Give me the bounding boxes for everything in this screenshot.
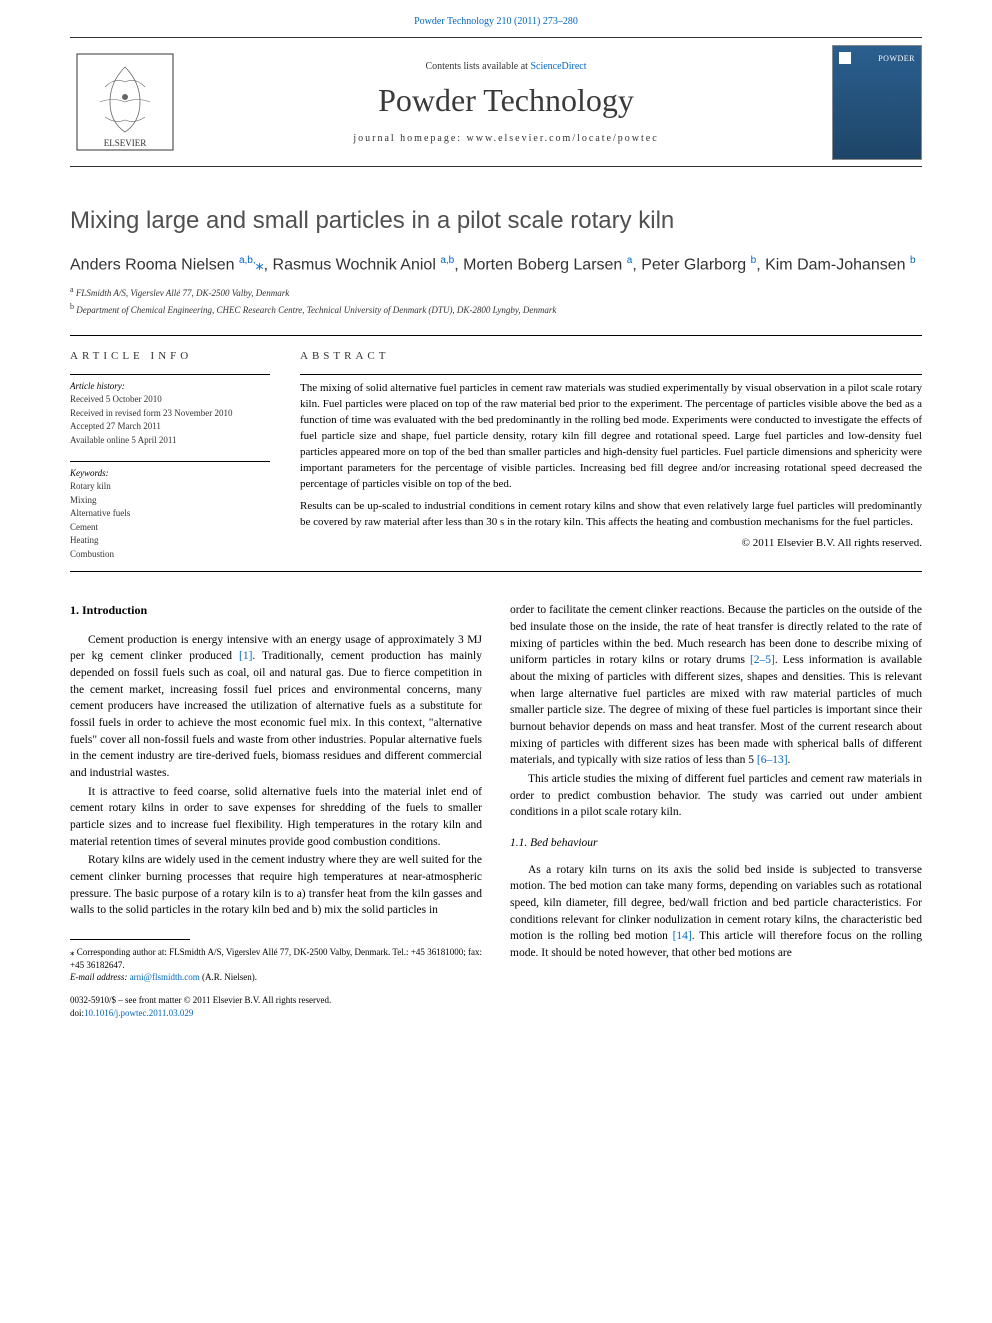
doi-label: doi: bbox=[70, 1008, 84, 1018]
article-info-column: ARTICLE INFO Article history: Received 5… bbox=[70, 350, 270, 561]
author-email-link[interactable]: arni@flsmidth.com bbox=[130, 972, 200, 982]
affiliation-b: b Department of Chemical Engineering, CH… bbox=[70, 302, 922, 315]
keyword-4: Cement bbox=[70, 521, 270, 535]
affiliation-a: a FLSmidth A/S, Vigerslev Allé 77, DK-25… bbox=[70, 285, 922, 298]
affiliations-block: a FLSmidth A/S, Vigerslev Allé 77, DK-25… bbox=[70, 285, 922, 315]
divider-after-abstract bbox=[70, 571, 922, 572]
doi-block: 0032-5910/$ – see front matter © 2011 El… bbox=[70, 994, 482, 1019]
authors-list: Anders Rooma Nielsen a,b,⁎, Rasmus Wochn… bbox=[70, 253, 922, 277]
abstract-heading: ABSTRACT bbox=[300, 350, 922, 362]
intro-para-2: It is attractive to feed coarse, solid a… bbox=[70, 784, 482, 851]
homepage-label: journal homepage: bbox=[353, 133, 466, 144]
section-1-heading: 1. Introduction bbox=[70, 602, 482, 619]
journal-banner: ELSEVIER Contents lists available at Sci… bbox=[70, 37, 922, 167]
keyword-2: Mixing bbox=[70, 494, 270, 508]
history-received: Received 5 October 2010 bbox=[70, 393, 270, 407]
history-revised: Received in revised form 23 November 201… bbox=[70, 407, 270, 421]
article-info-heading: ARTICLE INFO bbox=[70, 350, 270, 362]
subsection-1-1-heading: 1.1. Bed behaviour bbox=[510, 835, 922, 852]
keyword-5: Heating bbox=[70, 534, 270, 548]
keyword-6: Combustion bbox=[70, 548, 270, 562]
col2-para-2: This article studies the mixing of diffe… bbox=[510, 771, 922, 821]
svg-text:ELSEVIER: ELSEVIER bbox=[104, 138, 147, 148]
abstract-paragraph-1: The mixing of solid alternative fuel par… bbox=[300, 381, 922, 493]
col2-continuation-para: order to facilitate the cement clinker r… bbox=[510, 602, 922, 769]
keyword-3: Alternative fuels bbox=[70, 507, 270, 521]
footnote-separator bbox=[70, 939, 190, 940]
abstract-column: ABSTRACT The mixing of solid alternative… bbox=[300, 350, 922, 561]
cover-title-text: POWDER bbox=[878, 54, 915, 63]
elsevier-logo: ELSEVIER bbox=[70, 47, 180, 157]
page-reference: Powder Technology 210 (2011) 273–280 bbox=[70, 16, 922, 27]
contents-prefix: Contents lists available at bbox=[425, 61, 530, 72]
corresponding-author-footnote: ⁎ Corresponding author at: FLSmidth A/S,… bbox=[70, 946, 482, 971]
sciencedirect-link[interactable]: ScienceDirect bbox=[530, 61, 586, 72]
email-person: (A.R. Nielsen). bbox=[200, 972, 257, 982]
email-footnote: E-mail address: arni@flsmidth.com (A.R. … bbox=[70, 971, 482, 984]
history-accepted: Accepted 27 March 2011 bbox=[70, 420, 270, 434]
front-matter-line: 0032-5910/$ – see front matter © 2011 El… bbox=[70, 994, 482, 1007]
body-two-column: 1. Introduction Cement production is ene… bbox=[70, 602, 922, 1019]
homepage-url[interactable]: www.elsevier.com/locate/powtec bbox=[467, 133, 659, 144]
journal-cover-thumbnail: POWDER bbox=[832, 45, 922, 160]
doi-link[interactable]: 10.1016/j.powtec.2011.03.029 bbox=[84, 1008, 193, 1018]
keywords-label: Keywords: bbox=[70, 461, 270, 478]
journal-homepage-line: journal homepage: www.elsevier.com/locat… bbox=[200, 133, 812, 144]
article-history-label: Article history: bbox=[70, 374, 270, 391]
subsection-1-1-para-1: As a rotary kiln turns on its axis the s… bbox=[510, 862, 922, 962]
journal-name: Powder Technology bbox=[200, 82, 812, 119]
banner-center: Contents lists available at ScienceDirec… bbox=[180, 51, 832, 154]
intro-para-3: Rotary kilns are widely used in the ceme… bbox=[70, 852, 482, 919]
keyword-1: Rotary kiln bbox=[70, 480, 270, 494]
history-online: Available online 5 April 2011 bbox=[70, 434, 270, 448]
abstract-copyright: © 2011 Elsevier B.V. All rights reserved… bbox=[300, 537, 922, 549]
article-title: Mixing large and small particles in a pi… bbox=[70, 207, 922, 235]
divider bbox=[70, 335, 922, 336]
intro-para-1: Cement production is energy intensive wi… bbox=[70, 632, 482, 782]
contents-available-line: Contents lists available at ScienceDirec… bbox=[200, 61, 812, 72]
email-label: E-mail address: bbox=[70, 972, 130, 982]
abstract-paragraph-2: Results can be up-scaled to industrial c… bbox=[300, 499, 922, 531]
